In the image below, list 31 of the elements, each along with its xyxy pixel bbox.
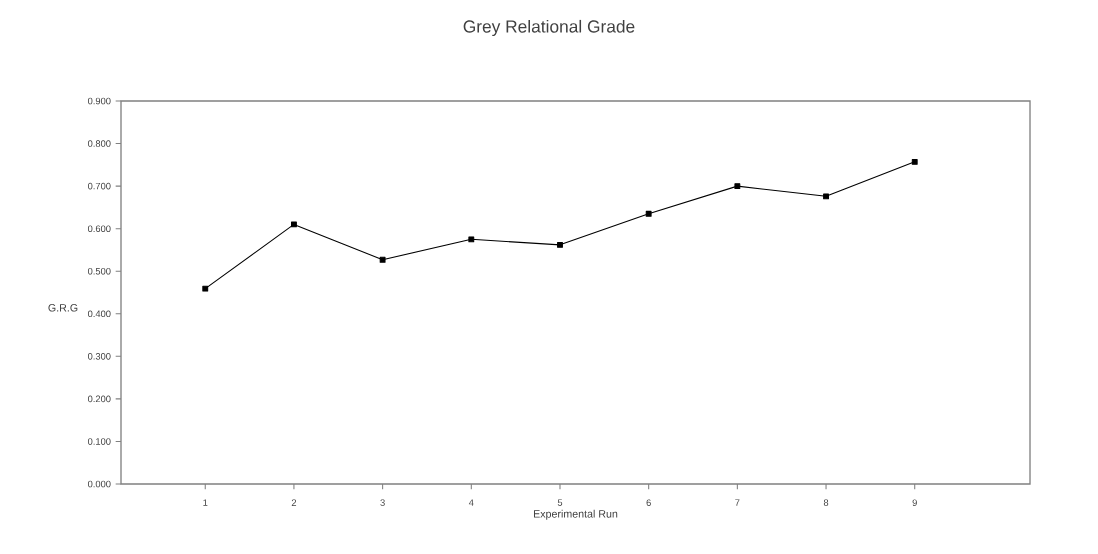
x-tick-label: 4 [468,499,474,506]
x-tick-label: 7 [735,499,740,506]
y-tick-label: 0.900 [87,97,111,105]
x-tick-label: 1 [203,499,208,506]
y-tick-label: 0.400 [87,310,111,318]
y-tick-label: 0.700 [87,182,111,190]
point [911,158,918,165]
x-tick-label: 2 [291,499,297,506]
y-axis-title: G.R.G [48,304,78,312]
y-tick-label: 0.500 [87,267,111,275]
point [734,183,741,190]
x-tick-label: 3 [380,499,385,506]
point [468,236,475,243]
point [645,210,652,217]
y-tick-label: 0.200 [87,395,111,403]
x-tick-label: 6 [646,499,651,506]
point [379,256,386,263]
y-tick-label: 0.800 [87,140,111,147]
chart-title: Grey Relational Grade [463,19,635,37]
y-tick-label: 0.000 [87,480,111,488]
x-tick-label: 8 [823,499,829,506]
point [291,221,297,228]
x-tick-label: 5 [557,499,563,506]
y-tick-label: 0.600 [87,225,111,232]
point [202,285,209,292]
x-axis-title: Experimental Run [534,509,618,520]
point [557,241,563,248]
y-tick-label: 0.100 [87,438,111,445]
x-tick-label: 9 [912,499,917,506]
point [823,193,829,200]
y-tick-label: 0.300 [87,353,111,360]
